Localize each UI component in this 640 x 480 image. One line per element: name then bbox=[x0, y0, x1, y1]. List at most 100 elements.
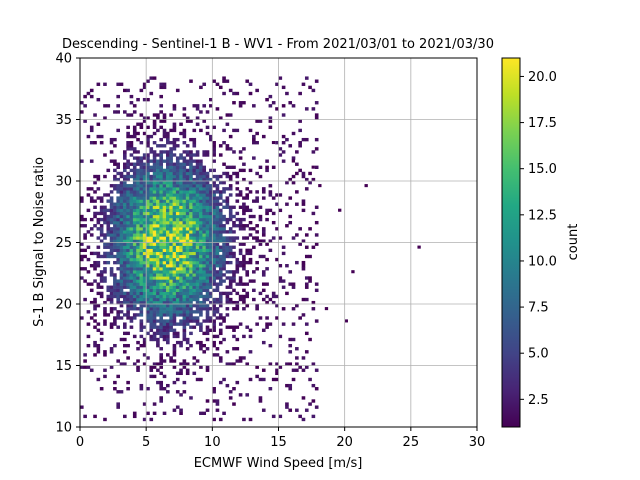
heatmap-cell bbox=[225, 205, 230, 209]
heatmap-cell bbox=[142, 131, 147, 136]
heatmap-cell bbox=[80, 257, 84, 262]
heatmap-cell bbox=[199, 181, 203, 185]
heatmap-cell bbox=[195, 260, 200, 265]
heatmap-cell bbox=[179, 322, 183, 326]
heatmap-cell bbox=[166, 159, 170, 163]
heatmap-cell bbox=[242, 177, 246, 182]
heatmap-cell bbox=[83, 236, 87, 240]
heatmap-cell bbox=[298, 414, 302, 419]
heatmap-cell bbox=[189, 79, 193, 83]
heatmap-cell bbox=[116, 313, 120, 317]
heatmap-cell bbox=[156, 337, 160, 342]
heatmap-cell bbox=[123, 254, 127, 259]
heatmap-cell bbox=[142, 343, 147, 348]
heatmap-cell bbox=[149, 236, 154, 240]
heatmap-cell bbox=[156, 328, 160, 332]
heatmap-cell bbox=[142, 273, 147, 277]
heatmap-cell bbox=[123, 110, 127, 114]
heatmap-cell bbox=[202, 288, 207, 293]
heatmap-cell bbox=[182, 331, 187, 336]
heatmap-cell bbox=[209, 267, 213, 271]
heatmap-cell bbox=[166, 319, 170, 323]
heatmap-cell bbox=[189, 257, 193, 262]
heatmap-cell bbox=[166, 242, 170, 246]
heatmap-cell bbox=[182, 313, 187, 317]
heatmap-cell bbox=[185, 233, 190, 237]
heatmap-cell bbox=[238, 393, 243, 397]
heatmap-cell bbox=[212, 208, 216, 213]
heatmap-cell bbox=[166, 340, 170, 345]
y-tick-label: 20 bbox=[55, 298, 72, 313]
heatmap-cell bbox=[199, 159, 203, 163]
heatmap-cell bbox=[96, 82, 101, 86]
heatmap-cell bbox=[86, 208, 91, 213]
heatmap-cell bbox=[179, 310, 183, 314]
heatmap-cell bbox=[175, 227, 180, 231]
heatmap-cell bbox=[271, 377, 276, 382]
heatmap-cell bbox=[209, 319, 213, 323]
heatmap-cell bbox=[156, 174, 160, 179]
heatmap-cell bbox=[192, 239, 197, 243]
heatmap-cell bbox=[149, 270, 154, 274]
heatmap-cell bbox=[136, 122, 140, 126]
heatmap-cell bbox=[142, 325, 147, 329]
heatmap-cell bbox=[156, 300, 160, 305]
heatmap-cell bbox=[152, 177, 157, 182]
heatmap-cell bbox=[113, 187, 117, 191]
heatmap-cell bbox=[166, 224, 170, 228]
heatmap-cell bbox=[83, 119, 87, 123]
heatmap-cell bbox=[275, 193, 279, 197]
heatmap-cell bbox=[238, 279, 243, 283]
heatmap-cell bbox=[189, 159, 193, 163]
heatmap-cell bbox=[169, 359, 173, 363]
heatmap-cell bbox=[205, 245, 210, 249]
heatmap-cell bbox=[228, 300, 233, 305]
heatmap-cell bbox=[195, 122, 200, 126]
heatmap-cell bbox=[129, 217, 134, 222]
heatmap-cell bbox=[252, 104, 256, 108]
heatmap-cell bbox=[212, 220, 216, 225]
heatmap-cell bbox=[116, 282, 120, 286]
heatmap-cell bbox=[152, 288, 157, 293]
heatmap-cell bbox=[218, 211, 223, 216]
heatmap-cell bbox=[209, 137, 213, 142]
heatmap-cell bbox=[199, 193, 203, 197]
heatmap-cell bbox=[126, 270, 130, 274]
heatmap-cell bbox=[166, 313, 170, 317]
heatmap-cell bbox=[172, 122, 177, 126]
heatmap-cell bbox=[228, 227, 233, 231]
heatmap-cell bbox=[238, 242, 243, 246]
heatmap-cell bbox=[228, 297, 233, 302]
heatmap-cell bbox=[215, 211, 220, 216]
heatmap-cell bbox=[228, 390, 233, 394]
heatmap-cell bbox=[202, 319, 207, 323]
heatmap-cell bbox=[152, 224, 157, 228]
heatmap-cell bbox=[149, 196, 154, 200]
heatmap-cell bbox=[156, 230, 160, 234]
heatmap-cell bbox=[162, 239, 167, 243]
heatmap-cell bbox=[172, 380, 177, 385]
heatmap-cell bbox=[149, 288, 154, 293]
heatmap-cell bbox=[252, 214, 256, 219]
heatmap-cell bbox=[89, 282, 94, 286]
heatmap-cell bbox=[245, 362, 250, 366]
heatmap-cell bbox=[126, 187, 130, 191]
heatmap-cell bbox=[126, 294, 130, 299]
heatmap-cell bbox=[212, 181, 216, 185]
heatmap-cell bbox=[185, 251, 190, 256]
heatmap-cell bbox=[136, 162, 140, 166]
heatmap-cell bbox=[132, 362, 137, 366]
heatmap-cell bbox=[132, 414, 137, 419]
heatmap-cell bbox=[172, 208, 177, 213]
heatmap-cell bbox=[185, 285, 190, 289]
heatmap-cell bbox=[248, 279, 253, 283]
heatmap-cell bbox=[182, 128, 187, 133]
heatmap-cell bbox=[172, 322, 177, 326]
heatmap-cell bbox=[199, 270, 203, 274]
heatmap-cell bbox=[235, 236, 240, 240]
heatmap-cell bbox=[205, 368, 210, 372]
heatmap-cell bbox=[202, 168, 207, 173]
heatmap-cell bbox=[152, 242, 157, 246]
heatmap-cell bbox=[136, 97, 140, 102]
heatmap-cell bbox=[162, 217, 167, 222]
